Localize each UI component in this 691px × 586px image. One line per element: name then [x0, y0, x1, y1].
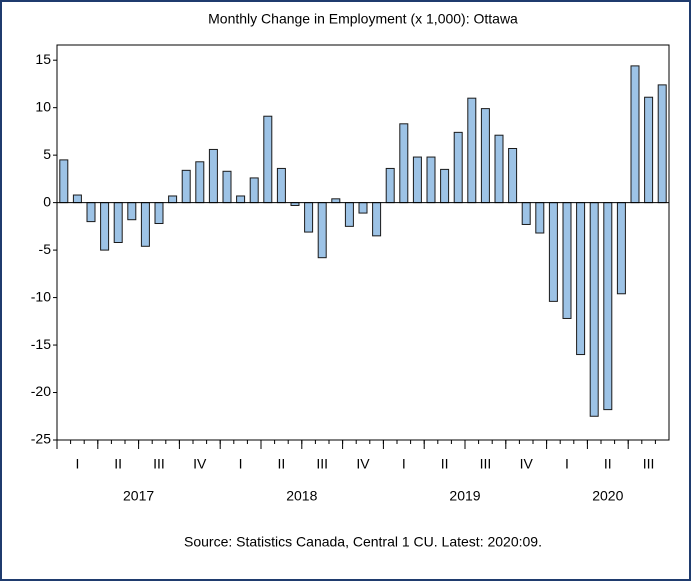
y-tick-label: -20 [31, 383, 51, 399]
bar [616, 202, 626, 295]
bar [440, 168, 450, 204]
bar [576, 202, 586, 356]
y-tick-label: -15 [31, 336, 51, 352]
bar [59, 159, 69, 204]
bar [72, 194, 82, 204]
bar [385, 167, 395, 204]
bar [426, 156, 436, 204]
x-tick-label: II [604, 456, 612, 472]
bar [480, 108, 490, 204]
bar [208, 148, 218, 204]
chart-title: Monthly Change in Employment (x 1,000): … [208, 11, 518, 27]
bar [372, 202, 382, 237]
bar [521, 202, 531, 225]
bar [86, 202, 96, 223]
x-tick-label: II [114, 456, 122, 472]
y-tick-label: 0 [43, 193, 51, 209]
x-tick-label: III [643, 456, 655, 472]
bar [603, 202, 613, 411]
bar [304, 202, 314, 233]
y-tick-label: -10 [31, 288, 51, 304]
bar [222, 170, 232, 204]
bar [100, 202, 110, 251]
x-tick-label: IV [356, 456, 370, 472]
source-note: Source: Statistics Canada, Central 1 CU.… [184, 534, 542, 550]
year-label: 2020 [592, 488, 623, 504]
bar [236, 195, 246, 204]
bar [535, 202, 545, 234]
y-tick-label: -25 [31, 431, 51, 447]
bar [263, 115, 273, 204]
bar [453, 131, 463, 204]
x-tick-label: IV [520, 456, 534, 472]
bar [317, 202, 327, 259]
bar [508, 147, 518, 204]
year-label: 2017 [123, 488, 154, 504]
bar [399, 123, 409, 204]
x-tick-label: I [239, 456, 243, 472]
bar [344, 202, 354, 227]
bar [276, 167, 286, 204]
plot-area [56, 44, 670, 441]
y-tick-label: 10 [35, 98, 51, 114]
bar [127, 202, 137, 221]
bar [154, 202, 164, 225]
bar [249, 177, 259, 204]
x-tick-label: II [441, 456, 449, 472]
bar [657, 84, 667, 204]
bar [562, 202, 572, 319]
x-tick-label: III [153, 456, 165, 472]
y-tick-label: 5 [43, 146, 51, 162]
bar [168, 195, 178, 204]
bar [181, 169, 191, 204]
year-label: 2019 [449, 488, 480, 504]
bar [467, 97, 477, 204]
bar [195, 161, 205, 204]
x-tick-label: III [480, 456, 492, 472]
bar [412, 156, 422, 204]
bar [589, 202, 599, 417]
bar [140, 202, 150, 247]
bar [644, 96, 654, 204]
bar [494, 134, 504, 204]
bar [113, 202, 123, 243]
bar [358, 202, 368, 214]
bar [548, 202, 558, 302]
x-tick-label: I [565, 456, 569, 472]
x-tick-label: II [278, 456, 286, 472]
x-tick-label: I [75, 456, 79, 472]
year-label: 2018 [286, 488, 317, 504]
y-tick-label: 15 [35, 51, 51, 67]
bar [331, 198, 341, 204]
y-tick-label: -5 [39, 241, 52, 257]
x-tick-label: I [402, 456, 406, 472]
x-tick-label: IV [193, 456, 207, 472]
bar [630, 65, 640, 204]
x-tick-label: III [316, 456, 328, 472]
